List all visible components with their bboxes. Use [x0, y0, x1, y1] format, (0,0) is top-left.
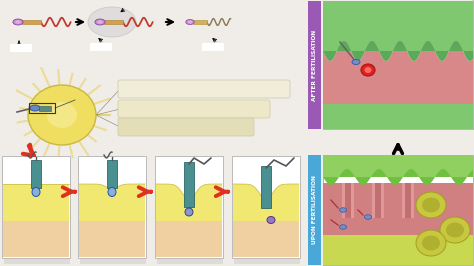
Bar [405, 183, 411, 218]
Bar [202, 43, 224, 51]
Ellipse shape [365, 67, 372, 73]
FancyBboxPatch shape [118, 100, 270, 118]
Bar [184, 162, 194, 207]
Ellipse shape [30, 105, 40, 111]
Ellipse shape [339, 225, 346, 229]
Ellipse shape [365, 215, 372, 219]
Ellipse shape [28, 85, 96, 145]
Bar [29, 103, 55, 113]
Ellipse shape [108, 188, 116, 197]
Ellipse shape [32, 188, 40, 197]
Bar [323, 1, 473, 129]
Ellipse shape [185, 208, 193, 216]
Ellipse shape [361, 64, 375, 76]
Ellipse shape [16, 20, 20, 24]
Ellipse shape [422, 235, 440, 251]
Ellipse shape [188, 20, 192, 23]
Ellipse shape [95, 19, 105, 25]
Ellipse shape [352, 60, 360, 64]
Ellipse shape [416, 230, 446, 256]
Ellipse shape [98, 20, 102, 24]
Ellipse shape [416, 192, 446, 218]
Bar [157, 258, 223, 264]
Ellipse shape [446, 222, 464, 238]
FancyBboxPatch shape [118, 80, 290, 98]
Ellipse shape [339, 208, 346, 212]
Bar [4, 258, 70, 264]
Bar [104, 20, 123, 24]
Bar [22, 20, 41, 24]
Bar [261, 166, 271, 208]
Ellipse shape [13, 19, 23, 25]
Bar [234, 258, 300, 264]
Bar [155, 156, 223, 258]
Bar [3, 157, 69, 184]
Bar [345, 183, 351, 218]
Ellipse shape [440, 217, 470, 243]
Bar [78, 156, 146, 258]
Bar [80, 258, 146, 264]
Bar [323, 155, 473, 265]
FancyBboxPatch shape [118, 118, 254, 136]
Bar [232, 156, 300, 258]
Bar [193, 20, 207, 24]
Ellipse shape [186, 19, 194, 24]
Bar [10, 44, 32, 52]
Bar [156, 221, 222, 257]
Bar [233, 221, 299, 257]
Bar [39, 106, 51, 110]
Ellipse shape [47, 102, 77, 128]
Bar [372, 183, 384, 218]
Bar [90, 43, 112, 51]
Bar [308, 155, 321, 265]
Bar [31, 160, 41, 188]
Bar [2, 156, 70, 258]
Ellipse shape [88, 7, 136, 37]
Ellipse shape [422, 197, 440, 213]
Bar [156, 157, 222, 184]
Bar [107, 160, 117, 188]
Bar [233, 157, 299, 184]
Bar [3, 221, 69, 257]
Bar [79, 157, 145, 184]
Bar [308, 1, 321, 129]
Bar [79, 221, 145, 257]
Text: UPON FERTILISATION: UPON FERTILISATION [312, 176, 317, 244]
Bar [375, 183, 381, 218]
Ellipse shape [267, 217, 275, 223]
Bar [402, 183, 414, 218]
Bar [342, 183, 354, 218]
Text: AFTER FERTILISATION: AFTER FERTILISATION [312, 30, 317, 101]
